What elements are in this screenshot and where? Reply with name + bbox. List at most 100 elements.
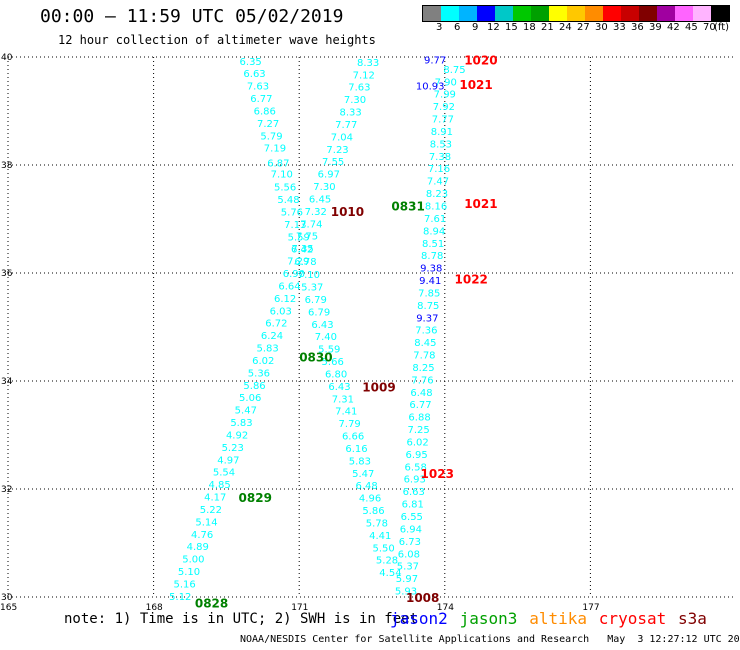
wave-height-point: 5.06 <box>239 393 261 404</box>
wave-height-point: 5.59 <box>288 232 310 243</box>
satellite-label-altika: altika <box>529 609 587 628</box>
wave-height-point: 5.66 <box>322 357 344 368</box>
wave-height-point: 7.77 <box>335 120 357 131</box>
wave-height-point: 6.43 <box>311 320 333 331</box>
wave-height-point: 8.91 <box>431 127 453 138</box>
wave-height-point: 7.41 <box>335 407 357 418</box>
wave-height-point: 8.33 <box>357 58 379 69</box>
x-tick-label: 177 <box>582 603 599 613</box>
wave-height-point: 7.27 <box>257 119 279 130</box>
wave-height-point: 7.63 <box>247 82 269 93</box>
legend-label: 70 <box>703 22 716 33</box>
legend-swatch <box>567 6 585 21</box>
y-tick-label: 34 <box>1 377 13 387</box>
wave-height-point: 7.40 <box>315 332 337 343</box>
wave-height-point: 6.24 <box>261 331 283 342</box>
wave-height-point: 7.23 <box>326 145 348 156</box>
page-subtitle: 12 hour collection of altimeter wave hei… <box>58 33 376 47</box>
wave-height-point: 4.89 <box>187 542 209 553</box>
wave-height-point: 7.79 <box>339 419 361 430</box>
legend-swatch <box>459 6 477 21</box>
legend-label: 3 <box>436 22 443 33</box>
wave-height-point: 7.55 <box>322 157 344 168</box>
wave-height-point: 6.03 <box>270 306 292 317</box>
time-annotation: 1022 <box>455 272 488 286</box>
legend-label: 27 <box>577 22 590 33</box>
wave-height-point: 6.12 <box>274 294 296 305</box>
wave-height-point: 6.77 <box>409 400 431 411</box>
wave-height-point: 6.86 <box>254 106 276 117</box>
wave-height-point: 7.31 <box>332 394 354 405</box>
satellite-label-jason3: jason3 <box>459 609 518 628</box>
wave-height-point: 6.35 <box>240 57 262 68</box>
wave-height-point: 6.64 <box>278 281 300 292</box>
y-tick-label: 36 <box>1 269 13 279</box>
wave-height-point: 7.74 <box>300 219 322 230</box>
time-annotation: 1010 <box>331 205 364 219</box>
time-annotation: 0830 <box>299 351 332 365</box>
wave-height-point: 9.77 <box>424 56 446 67</box>
wave-height-point: 6.48 <box>410 388 432 399</box>
wave-height-point: 8.16 <box>425 202 447 213</box>
time-annotation: 1023 <box>421 467 454 481</box>
wave-height-point: 7.13 <box>284 220 306 231</box>
wave-height-point: 5.16 <box>174 580 196 591</box>
wave-height-point: 5.59 <box>318 345 340 356</box>
x-tick-label: 168 <box>146 603 163 613</box>
wave-height-point: 5.36 <box>248 368 270 379</box>
legend-swatch <box>531 6 549 21</box>
wave-height-point: 5.28 <box>376 556 398 567</box>
legend-label: 45 <box>685 22 698 33</box>
legend-swatch <box>423 6 441 21</box>
footer-note: note: 1) Time is in UTC; 2) SWH is in fe… <box>64 611 419 627</box>
time-annotation: 0828 <box>195 596 228 610</box>
wave-height-point: 5.14 <box>195 517 217 528</box>
x-tick-label: 165 <box>0 603 17 613</box>
legend-swatch <box>657 6 675 21</box>
time-annotation: 1021 <box>464 197 497 211</box>
wave-height-point: 5.83 <box>230 418 252 429</box>
legend-swatch <box>693 6 711 21</box>
wave-height-point: 7.85 <box>418 288 440 299</box>
wave-height-point: 7.30 <box>344 95 366 106</box>
wave-height-point: 5.76 <box>281 207 303 218</box>
wave-height-point: 5.78 <box>366 518 388 529</box>
page-title: 00:00 – 11:59 UTC 05/02/2019 <box>40 6 344 27</box>
wave-height-point: 7.35 <box>291 244 313 255</box>
wave-height-point: 6.16 <box>345 444 367 455</box>
wave-height-point: 7.16 <box>428 164 450 175</box>
wave-height-point: 9.37 <box>416 313 438 324</box>
wave-height-point: 7.75 <box>296 232 318 243</box>
wave-height-point: 8.51 <box>422 239 444 250</box>
wave-height-point: 6.43 <box>328 382 350 393</box>
wave-height-point: 6.93 <box>404 475 426 486</box>
wave-height-point: 5.86 <box>362 506 384 517</box>
color-scale-legend <box>422 5 730 22</box>
wave-height-point: 4.92 <box>226 430 248 441</box>
satellite-label-s3a: s3a <box>678 609 707 628</box>
wave-height-point: 6.80 <box>325 369 347 380</box>
wave-height-point: 6.63 <box>243 69 265 80</box>
legend-label: 36 <box>631 22 644 33</box>
wave-height-point: 7.92 <box>433 102 455 113</box>
wave-height-point: 6.08 <box>398 549 420 560</box>
wave-height-point: 6.79 <box>308 307 330 318</box>
wave-height-point: 6.77 <box>250 94 272 105</box>
wave-height-point: 5.47 <box>352 469 374 480</box>
y-tick-label: 38 <box>1 161 13 171</box>
wave-height-point: 4.54 <box>379 568 401 579</box>
wave-height-point: 5.79 <box>260 131 282 142</box>
wave-height-point: 7.04 <box>331 132 353 143</box>
wave-height-point: 5.10 <box>178 567 200 578</box>
wave-height-point: 4.96 <box>359 494 381 505</box>
wave-height-point: 6.02 <box>252 356 274 367</box>
wave-height-point: 4.76 <box>191 530 213 541</box>
legend-swatch <box>639 6 657 21</box>
wave-height-point: 6.94 <box>400 524 422 535</box>
wave-height-point: 6.88 <box>408 413 430 424</box>
wave-height-point: 7.19 <box>264 144 286 155</box>
wave-height-point: 8.25 <box>412 363 434 374</box>
wave-height-point: 6.63 <box>403 487 425 498</box>
wave-height-point: 5.56 <box>274 183 296 194</box>
